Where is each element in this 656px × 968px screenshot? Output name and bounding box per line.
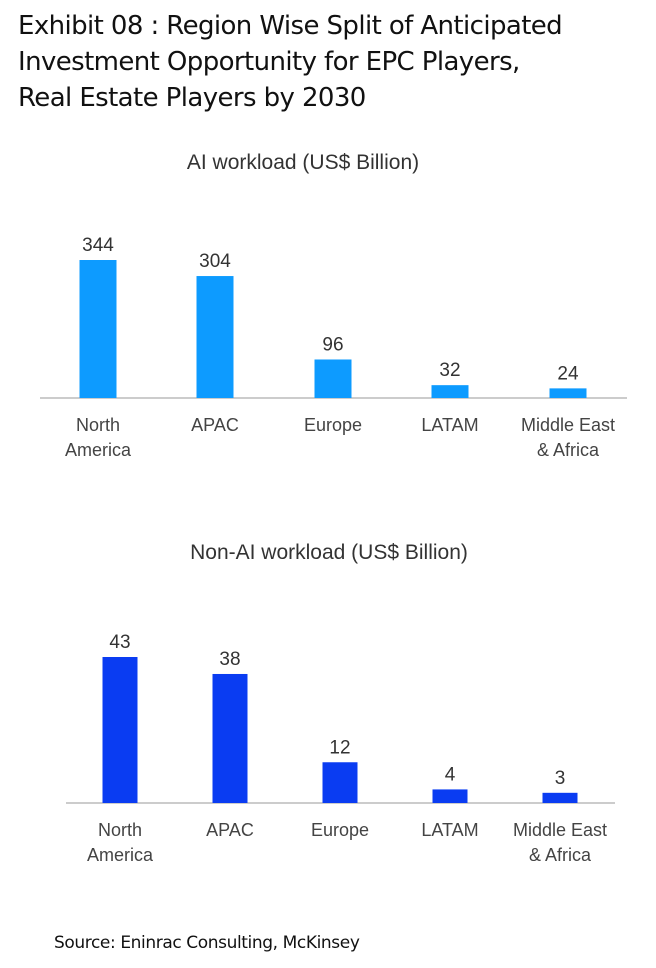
bar [212, 673, 248, 803]
exhibit-title-line: Investment Opportunity for EPC Players, [18, 47, 520, 77]
category-label: Europe [304, 415, 362, 435]
category-label: America [87, 845, 154, 865]
category-label: LATAM [421, 415, 478, 435]
data-label: 96 [322, 334, 343, 355]
data-label: 344 [82, 235, 114, 256]
bar [314, 359, 352, 398]
ai-workload-chart: AI workload (US$ Billion) 344 North America… [40, 151, 627, 460]
exhibit-title: Exhibit 08 : Region Wise Split of Antici… [18, 8, 648, 116]
bar [549, 388, 587, 398]
category-label: & Africa [537, 440, 600, 460]
source-note: Source: Eninrac Consulting, McKinsey [54, 933, 360, 953]
bar [432, 789, 468, 803]
category-label: & Africa [529, 845, 592, 865]
data-label: 38 [219, 649, 240, 670]
non-ai-workload-chart: Non-AI workload (US$ Billion)43NorthAmer… [66, 541, 615, 865]
category-label: LATAM [421, 820, 478, 840]
data-label: 3 [555, 768, 566, 789]
category-label: North [98, 820, 142, 840]
data-label: 4 [445, 764, 456, 785]
category-label: Middle East [521, 415, 615, 435]
category-label: Europe [311, 820, 369, 840]
data-label: 12 [329, 737, 350, 758]
category-label: APAC [206, 820, 254, 840]
bar [79, 260, 117, 398]
category-label: APAC [191, 415, 239, 435]
data-label: 24 [557, 363, 579, 384]
data-label: 32 [439, 360, 460, 381]
bar [431, 385, 469, 398]
chart-title: Non-AI workload (US$ Billion) [190, 541, 468, 564]
chart-title: AI workload (US$ Billion) [187, 151, 419, 174]
bar [322, 762, 358, 803]
exhibit-title-line: Real Estate Players by 2030 [18, 83, 366, 113]
exhibit-title-line: Exhibit 08 : Region Wise Split of Antici… [18, 11, 563, 41]
bar [102, 657, 138, 803]
bar [196, 276, 234, 398]
category-label: America [65, 440, 132, 460]
category-label: Middle East [513, 820, 607, 840]
bar [542, 792, 578, 803]
data-label: 304 [199, 251, 231, 272]
data-label: 43 [109, 632, 130, 653]
category-label: North [76, 415, 120, 435]
